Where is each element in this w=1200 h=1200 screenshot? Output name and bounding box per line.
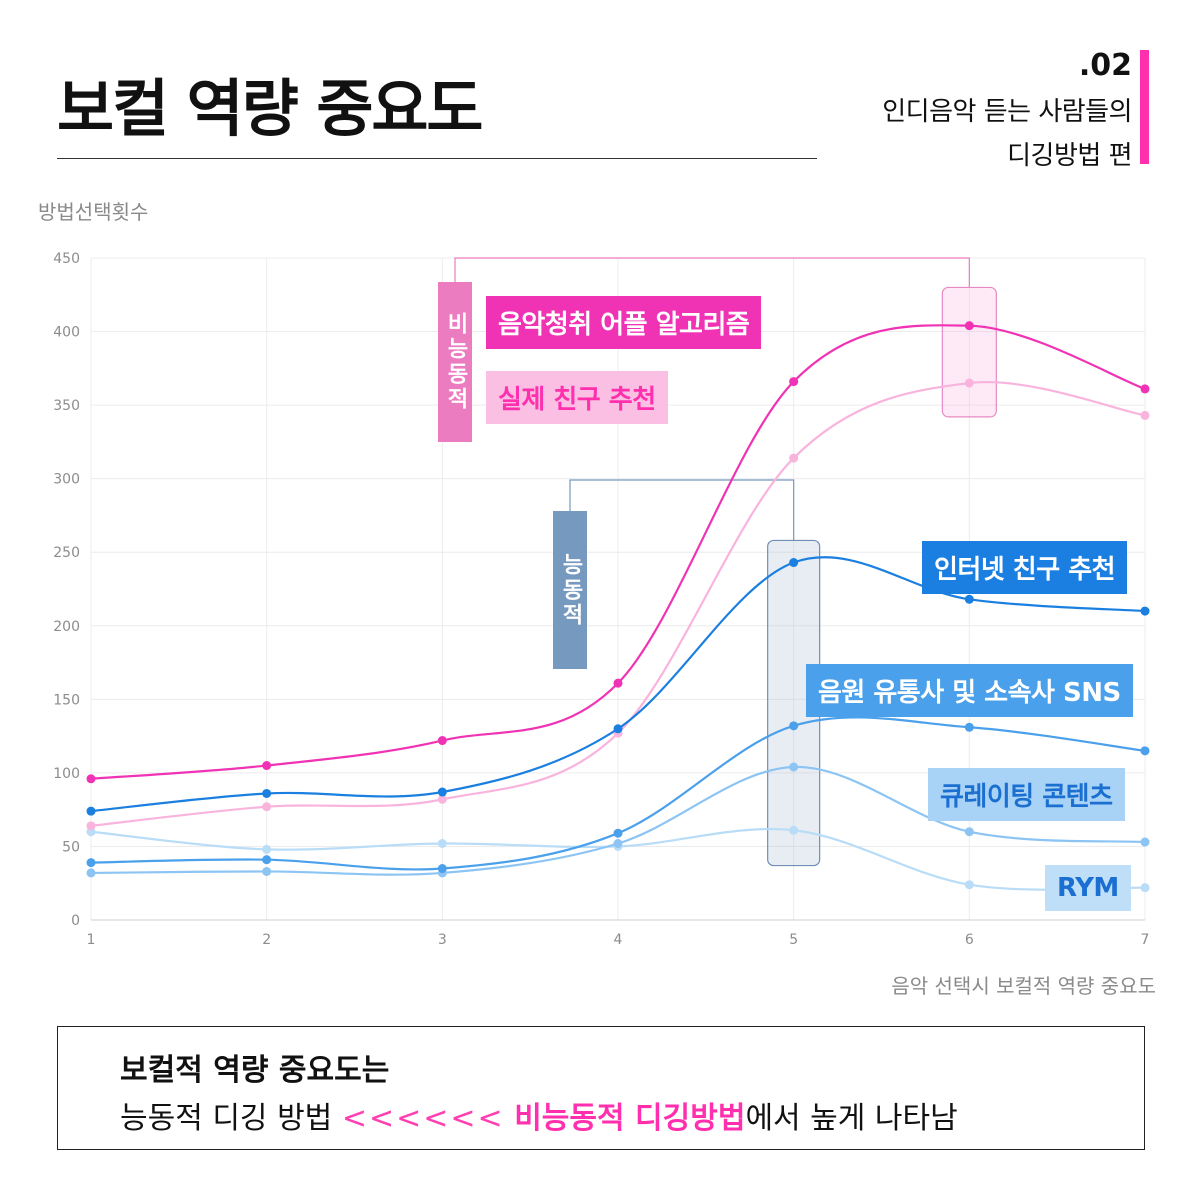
- x-tick-label: 6: [965, 932, 974, 948]
- data-point: [86, 806, 96, 816]
- bracket-active: [569, 479, 795, 541]
- data-point: [262, 761, 272, 771]
- y-tick-label: 0: [71, 913, 80, 929]
- data-point: [789, 453, 799, 463]
- bracket-passive: [454, 257, 970, 288]
- data-point: [1140, 883, 1150, 893]
- data-point: [789, 377, 799, 387]
- page-title: 보컬 역량 중요도: [57, 72, 483, 145]
- data-point: [964, 594, 974, 604]
- x-tick-label: 3: [438, 932, 447, 948]
- data-point: [86, 868, 96, 878]
- data-point: [789, 721, 799, 731]
- summary-text-a: 능동적 디깅 방법: [120, 1101, 342, 1136]
- data-point: [613, 678, 623, 688]
- data-point: [86, 821, 96, 831]
- x-tick-label: 1: [87, 932, 96, 948]
- data-point: [437, 787, 447, 797]
- data-point: [86, 774, 96, 784]
- data-point: [964, 827, 974, 837]
- data-point: [437, 864, 447, 874]
- data-point: [964, 321, 974, 331]
- data-point: [1140, 837, 1150, 847]
- group-label-passive: 비능동적: [438, 282, 472, 442]
- summary-box: 보컬적 역량 중요도는 능동적 디깅 방법 <<<<<< 비능동적 디깅방법에서…: [57, 1026, 1145, 1150]
- summary-text-b: 에서 높게 나타남: [745, 1101, 958, 1136]
- y-tick-label: 50: [62, 839, 80, 855]
- series-label-label-sns: 음원 유통사 및 소속사 SNS: [806, 664, 1133, 717]
- data-point: [1140, 746, 1150, 756]
- data-point: [437, 736, 447, 746]
- x-tick-label: 4: [614, 932, 623, 948]
- y-tick-label: 400: [53, 325, 80, 341]
- series-label-app-algorithm: 음악청취 어플 알고리즘: [486, 296, 762, 349]
- data-point: [1140, 384, 1150, 394]
- summary-arrows: <<<<<<: [341, 1101, 505, 1136]
- x-tick-label: 5: [789, 932, 798, 948]
- series-number: .02: [1078, 48, 1132, 83]
- y-tick-label: 300: [53, 472, 80, 488]
- data-point: [613, 839, 623, 849]
- data-point: [262, 802, 272, 812]
- group-label-active: 능동적: [553, 511, 587, 669]
- y-tick-label: 450: [53, 251, 80, 267]
- subtitle: 인디음악 듣는 사람들의 디깅방법 편: [882, 90, 1132, 178]
- data-point: [262, 855, 272, 865]
- data-point: [964, 722, 974, 732]
- y-tick-label: 150: [53, 692, 80, 708]
- y-tick-label: 350: [53, 398, 80, 414]
- subtitle-line-1: 인디음악 듣는 사람들의: [882, 97, 1132, 127]
- summary-highlight: 비능동적 디깅방법: [514, 1101, 746, 1136]
- y-tick-label: 100: [53, 766, 80, 782]
- data-point: [437, 839, 447, 849]
- highlight-box-passive: [941, 286, 997, 418]
- data-point: [789, 558, 799, 568]
- data-point: [262, 788, 272, 798]
- data-point: [262, 844, 272, 854]
- data-point: [964, 880, 974, 890]
- data-point: [789, 825, 799, 835]
- y-axis-label: 방법선택횟수: [38, 200, 149, 224]
- title-divider: [57, 158, 817, 159]
- data-point: [86, 858, 96, 868]
- series-label-rym: RYM: [1045, 865, 1131, 911]
- accent-bar: [1140, 50, 1149, 164]
- data-point: [262, 866, 272, 876]
- data-point: [613, 828, 623, 838]
- subtitle-line-2: 디깅방법 편: [1007, 141, 1132, 171]
- data-point: [613, 724, 623, 734]
- series-label-internet-friend: 인터넷 친구 추천: [922, 541, 1128, 594]
- data-point: [789, 762, 799, 772]
- x-axis-label: 음악 선택시 보컬적 역량 중요도: [891, 974, 1156, 998]
- data-point: [1140, 606, 1150, 616]
- data-point: [437, 794, 447, 804]
- x-tick-label: 7: [1141, 932, 1150, 948]
- series-label-real-friend: 실제 친구 추천: [486, 371, 668, 424]
- y-tick-label: 250: [53, 545, 80, 561]
- summary-line-1: 보컬적 역량 중요도는: [120, 1053, 390, 1088]
- data-point: [964, 378, 974, 388]
- y-tick-label: 200: [53, 619, 80, 635]
- summary-line-2: 능동적 디깅 방법 <<<<<< 비능동적 디깅방법에서 높게 나타남: [120, 1093, 958, 1137]
- data-point: [1140, 410, 1150, 420]
- x-tick-label: 2: [262, 932, 271, 948]
- series-label-curating: 큐레이팅 콘텐츠: [928, 768, 1125, 821]
